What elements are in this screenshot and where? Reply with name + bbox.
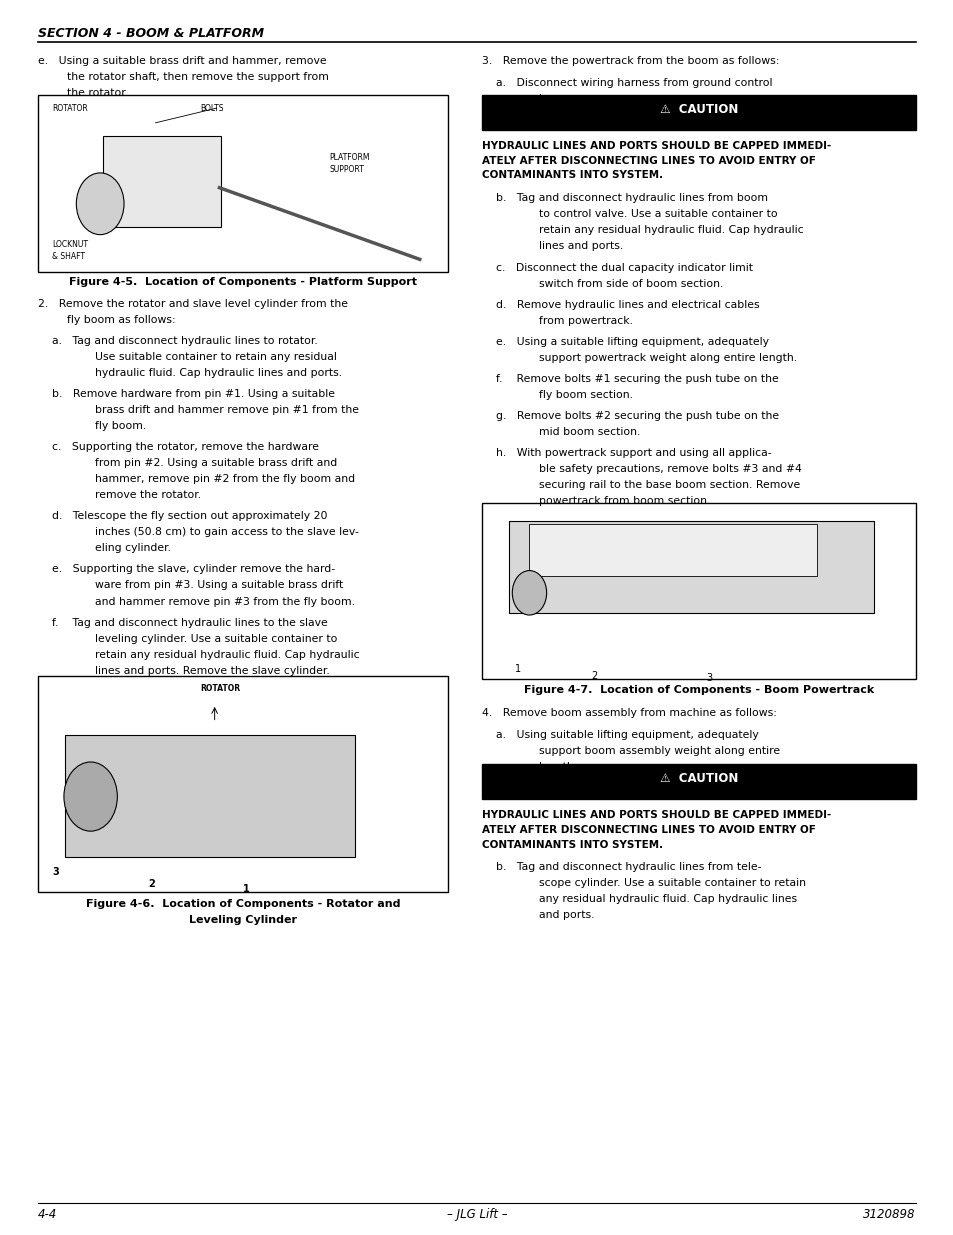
Text: LOCKNUT: LOCKNUT <box>52 240 89 248</box>
Circle shape <box>76 173 124 235</box>
Text: mid boom section.: mid boom section. <box>538 427 639 437</box>
Text: & SHAFT: & SHAFT <box>52 252 86 261</box>
Text: fly boom as follows:: fly boom as follows: <box>67 315 175 325</box>
Text: a.   Tag and disconnect hydraulic lines to rotator.: a. Tag and disconnect hydraulic lines to… <box>52 336 318 346</box>
Text: from powertrack.: from powertrack. <box>538 316 633 326</box>
Text: 1: 1 <box>515 664 520 674</box>
Text: fly boom section.: fly boom section. <box>538 390 633 400</box>
Text: ROTATOR: ROTATOR <box>52 104 88 112</box>
Text: 4-4: 4-4 <box>38 1208 57 1221</box>
Text: CONTAMINANTS INTO SYSTEM.: CONTAMINANTS INTO SYSTEM. <box>481 840 662 850</box>
Text: leveling cylinder. Use a suitable container to: leveling cylinder. Use a suitable contai… <box>95 634 337 643</box>
FancyBboxPatch shape <box>481 503 915 679</box>
FancyBboxPatch shape <box>103 136 221 227</box>
FancyBboxPatch shape <box>65 735 355 857</box>
Text: Leveling Cylinder: Leveling Cylinder <box>189 915 297 925</box>
Text: ROTATOR: ROTATOR <box>200 684 240 693</box>
Text: remove the rotator.: remove the rotator. <box>95 490 201 500</box>
FancyBboxPatch shape <box>38 95 448 272</box>
Text: 2.   Remove the rotator and slave level cylinder from the: 2. Remove the rotator and slave level cy… <box>38 299 348 309</box>
Text: 2: 2 <box>148 879 154 889</box>
Text: f.    Tag and disconnect hydraulic lines to the slave: f. Tag and disconnect hydraulic lines to… <box>52 618 328 627</box>
Text: c.   Disconnect the dual capacity indicator limit: c. Disconnect the dual capacity indicato… <box>496 263 752 273</box>
Text: Figure 4-7.  Location of Components - Boom Powertrack: Figure 4-7. Location of Components - Boo… <box>523 685 873 695</box>
Text: ware from pin #3. Using a suitable brass drift: ware from pin #3. Using a suitable brass… <box>95 580 343 590</box>
Text: the rotator.: the rotator. <box>67 88 128 98</box>
Text: 3.   Remove the powertrack from the boom as follows:: 3. Remove the powertrack from the boom a… <box>481 56 779 65</box>
Text: ⚠  CAUTION: ⚠ CAUTION <box>659 772 738 785</box>
Text: scope cylinder. Use a suitable container to retain: scope cylinder. Use a suitable container… <box>538 878 805 888</box>
Text: support powertrack weight along entire length.: support powertrack weight along entire l… <box>538 353 797 363</box>
Text: Use suitable container to retain any residual: Use suitable container to retain any res… <box>95 352 337 362</box>
Text: lines and ports. Remove the slave cylinder.: lines and ports. Remove the slave cylind… <box>95 666 330 676</box>
Text: hammer, remove pin #2 from the fly boom and: hammer, remove pin #2 from the fly boom … <box>95 474 355 484</box>
Text: BOLTS: BOLTS <box>200 104 224 112</box>
Text: PLATFORM: PLATFORM <box>329 153 369 162</box>
Text: b.   Remove hardware from pin #1. Using a suitable: b. Remove hardware from pin #1. Using a … <box>52 389 335 399</box>
Text: switch from side of boom section.: switch from side of boom section. <box>538 279 722 289</box>
Text: brass drift and hammer remove pin #1 from the: brass drift and hammer remove pin #1 fro… <box>95 405 359 415</box>
Text: and hammer remove pin #3 from the fly boom.: and hammer remove pin #3 from the fly bo… <box>95 597 355 606</box>
Text: e.   Supporting the slave, cylinder remove the hard-: e. Supporting the slave, cylinder remove… <box>52 564 335 574</box>
Text: d.   Remove hydraulic lines and electrical cables: d. Remove hydraulic lines and electrical… <box>496 300 759 310</box>
Text: eling cylinder.: eling cylinder. <box>95 543 172 553</box>
Text: d.   Telescope the fly section out approximately 20: d. Telescope the fly section out approxi… <box>52 511 328 521</box>
FancyBboxPatch shape <box>509 521 873 613</box>
Text: HYDRAULIC LINES AND PORTS SHOULD BE CAPPED IMMEDI-: HYDRAULIC LINES AND PORTS SHOULD BE CAPP… <box>481 141 830 151</box>
Text: e.   Using a suitable lifting equipment, adequately: e. Using a suitable lifting equipment, a… <box>496 337 768 347</box>
Text: 3120898: 3120898 <box>862 1208 915 1221</box>
Text: box.: box. <box>538 94 561 104</box>
FancyBboxPatch shape <box>481 764 915 799</box>
Text: retain any residual hydraulic fluid. Cap hydraulic: retain any residual hydraulic fluid. Cap… <box>95 650 359 659</box>
Text: 3: 3 <box>52 867 59 877</box>
Text: – JLG Lift –: – JLG Lift – <box>446 1208 507 1221</box>
Text: from pin #2. Using a suitable brass drift and: from pin #2. Using a suitable brass drif… <box>95 458 337 468</box>
Text: SUPPORT: SUPPORT <box>329 165 364 174</box>
Text: g.   Remove bolts #2 securing the push tube on the: g. Remove bolts #2 securing the push tub… <box>496 411 779 421</box>
Text: and ports.: and ports. <box>538 910 594 920</box>
Text: a.   Disconnect wiring harness from ground control: a. Disconnect wiring harness from ground… <box>496 78 772 88</box>
Text: 2: 2 <box>591 671 598 680</box>
FancyBboxPatch shape <box>38 676 448 892</box>
Text: SECTION 4 - BOOM & PLATFORM: SECTION 4 - BOOM & PLATFORM <box>38 27 264 41</box>
Text: Figure 4-6.  Location of Components - Rotator and: Figure 4-6. Location of Components - Rot… <box>86 899 400 909</box>
Text: c.   Supporting the rotator, remove the hardware: c. Supporting the rotator, remove the ha… <box>52 442 319 452</box>
Text: ATELY AFTER DISCONNECTING LINES TO AVOID ENTRY OF: ATELY AFTER DISCONNECTING LINES TO AVOID… <box>481 156 815 165</box>
Text: retain any residual hydraulic fluid. Cap hydraulic: retain any residual hydraulic fluid. Cap… <box>538 225 802 235</box>
Circle shape <box>64 762 117 831</box>
Text: b.   Tag and disconnect hydraulic lines from boom: b. Tag and disconnect hydraulic lines fr… <box>496 193 767 203</box>
Text: fly boom.: fly boom. <box>95 421 147 431</box>
Circle shape <box>512 571 546 615</box>
Text: hydraulic fluid. Cap hydraulic lines and ports.: hydraulic fluid. Cap hydraulic lines and… <box>95 368 342 378</box>
Text: Figure 4-5.  Location of Components - Platform Support: Figure 4-5. Location of Components - Pla… <box>70 277 416 287</box>
Text: length.: length. <box>538 762 577 772</box>
FancyBboxPatch shape <box>481 95 915 130</box>
Text: e.   Using a suitable brass drift and hammer, remove: e. Using a suitable brass drift and hamm… <box>38 56 327 65</box>
Text: to control valve. Use a suitable container to: to control valve. Use a suitable contain… <box>538 209 777 219</box>
Text: support boom assembly weight along entire: support boom assembly weight along entir… <box>538 746 780 756</box>
Text: HYDRAULIC LINES AND PORTS SHOULD BE CAPPED IMMEDI-: HYDRAULIC LINES AND PORTS SHOULD BE CAPP… <box>481 810 830 820</box>
Text: 1: 1 <box>243 884 250 894</box>
Text: 4.   Remove boom assembly from machine as follows:: 4. Remove boom assembly from machine as … <box>481 708 776 718</box>
Text: inches (50.8 cm) to gain access to the slave lev-: inches (50.8 cm) to gain access to the s… <box>95 527 359 537</box>
Text: ⚠  CAUTION: ⚠ CAUTION <box>659 103 738 116</box>
Text: ATELY AFTER DISCONNECTING LINES TO AVOID ENTRY OF: ATELY AFTER DISCONNECTING LINES TO AVOID… <box>481 825 815 835</box>
Text: f.    Remove bolts #1 securing the push tube on the: f. Remove bolts #1 securing the push tub… <box>496 374 778 384</box>
Text: lines and ports.: lines and ports. <box>538 241 622 251</box>
Text: h.   With powertrack support and using all applica-: h. With powertrack support and using all… <box>496 448 771 458</box>
Text: a.   Using suitable lifting equipment, adequately: a. Using suitable lifting equipment, ade… <box>496 730 758 740</box>
Text: b.   Tag and disconnect hydraulic lines from tele-: b. Tag and disconnect hydraulic lines fr… <box>496 862 760 872</box>
Text: the rotator shaft, then remove the support from: the rotator shaft, then remove the suppo… <box>67 72 329 82</box>
Text: any residual hydraulic fluid. Cap hydraulic lines: any residual hydraulic fluid. Cap hydrau… <box>538 894 797 904</box>
Text: ble safety precautions, remove bolts #3 and #4: ble safety precautions, remove bolts #3 … <box>538 464 801 474</box>
Text: powertrack from boom section.: powertrack from boom section. <box>538 496 710 506</box>
Text: securing rail to the base boom section. Remove: securing rail to the base boom section. … <box>538 480 800 490</box>
Text: 3: 3 <box>705 673 711 683</box>
Text: CONTAMINANTS INTO SYSTEM.: CONTAMINANTS INTO SYSTEM. <box>481 170 662 180</box>
FancyBboxPatch shape <box>528 524 816 576</box>
